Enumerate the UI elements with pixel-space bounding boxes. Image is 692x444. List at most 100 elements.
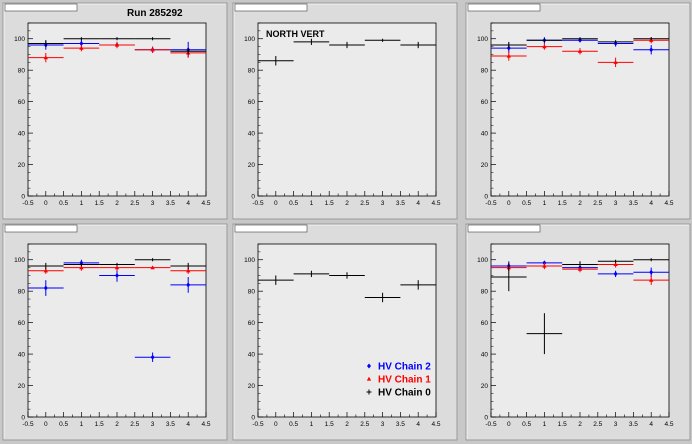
y-tick-label: 80 (248, 67, 256, 74)
y-tick-label: 20 (481, 162, 489, 169)
data-point (633, 267, 669, 278)
data-point (491, 51, 527, 61)
y-tick-label: 100 (477, 257, 488, 264)
y-tick-label: 60 (481, 320, 489, 327)
x-tick-label: 0.5 (289, 200, 298, 207)
panel-2: -0.5 0 0.5 1 1.5 2 2.5 3 3.5 4 4.5020406080100NORT… (232, 2, 458, 220)
y-tick-label: 40 (18, 351, 26, 358)
x-tick-label: 1.5 (325, 200, 334, 207)
x-tick-label: 3.5 (166, 200, 175, 207)
triangle-marker (613, 60, 618, 64)
plot-area (27, 22, 207, 197)
x-tick-label: 1 (543, 421, 547, 428)
x-tick-label: 0 (44, 421, 48, 428)
plot-area (257, 22, 437, 197)
x-tick-label: 4.5 (201, 200, 210, 207)
x-tick-label: -0.5 (252, 200, 264, 207)
y-tick-label: 0 (251, 193, 255, 200)
data-point (28, 52, 64, 63)
data-point (597, 57, 634, 68)
data-point (134, 265, 171, 270)
x-tick-label: 2 (115, 421, 119, 428)
y-tick-label: 20 (18, 162, 26, 169)
triangle-marker (150, 47, 155, 52)
legend-label: HV Chain 0 (378, 388, 431, 399)
stats-title-box (4, 3, 78, 12)
legend-entry: HV Chain 0 (366, 388, 431, 399)
x-tick-label: 0 (274, 421, 278, 428)
data-point (562, 48, 598, 55)
triangle-marker (114, 265, 120, 270)
series-hv-chain-0 (258, 270, 436, 303)
y-tick-label: 60 (18, 99, 26, 106)
data-point (170, 277, 206, 293)
data-point (364, 38, 401, 42)
x-tick-label: 4.5 (201, 421, 210, 428)
data-point (134, 258, 171, 262)
y-tick-label: 20 (248, 383, 256, 390)
x-tick-label: 1.5 (558, 421, 567, 428)
panel-title: NORTH VERT (266, 29, 325, 39)
data-point (258, 56, 294, 66)
data-point (526, 313, 563, 355)
x-tick-label: -0.5 (485, 421, 497, 428)
data-point (329, 41, 365, 49)
x-tick-label: 3.5 (629, 421, 638, 428)
y-tick-label: 100 (14, 36, 25, 43)
y-tick-label: 80 (248, 288, 256, 295)
data-point (134, 37, 171, 41)
x-tick-label: 3 (381, 200, 385, 207)
y-tick-label: 60 (248, 99, 256, 106)
data-point (364, 292, 401, 303)
triangle-marker (43, 268, 48, 273)
legend-label: HV Chain 2 (378, 362, 431, 373)
legend-entry: HV Chain 1 (366, 375, 431, 386)
data-point (633, 45, 669, 55)
x-tick-label: 3 (151, 421, 155, 428)
x-tick-label: 3 (151, 200, 155, 207)
triangle-marker (649, 277, 654, 282)
data-point (597, 259, 634, 263)
data-point (134, 352, 171, 362)
stats-title-box (467, 224, 541, 233)
x-tick-label: 2.5 (360, 200, 369, 207)
x-tick-label: 4 (416, 200, 420, 207)
x-tick-label: 4 (416, 421, 420, 428)
x-tick-label: 0.5 (59, 200, 68, 207)
y-tick-label: 80 (18, 288, 26, 295)
x-tick-label: 1 (543, 200, 547, 207)
data-point (63, 37, 100, 41)
data-point (597, 270, 634, 278)
x-tick-label: 4 (186, 200, 190, 207)
x-tick-label: 0.5 (522, 200, 531, 207)
data-point (28, 40, 64, 47)
data-point (633, 275, 669, 285)
y-tick-label: 20 (18, 383, 26, 390)
x-tick-label: 2 (345, 200, 349, 207)
x-tick-label: 1.5 (558, 200, 567, 207)
triangle-marker (542, 263, 547, 268)
x-tick-label: 1 (80, 421, 84, 428)
data-point (134, 46, 171, 53)
data-point (99, 41, 135, 49)
x-tick-label: 4.5 (664, 421, 673, 428)
triangle-marker (43, 55, 48, 60)
legend-diamond-marker (367, 363, 371, 369)
data-point (170, 48, 206, 55)
triangle-marker (186, 268, 191, 273)
x-tick-label: 4 (649, 421, 653, 428)
triangle-marker (150, 265, 155, 270)
stats-title-box (234, 224, 308, 233)
y-tick-label: 60 (248, 320, 256, 327)
x-tick-label: 4 (649, 200, 653, 207)
diamond-marker (649, 269, 654, 275)
x-tick-label: 0.5 (289, 421, 298, 428)
x-tick-label: -0.5 (22, 200, 34, 207)
x-tick-label: 2 (578, 200, 582, 207)
data-point (526, 43, 563, 50)
triangle-marker (506, 53, 511, 58)
